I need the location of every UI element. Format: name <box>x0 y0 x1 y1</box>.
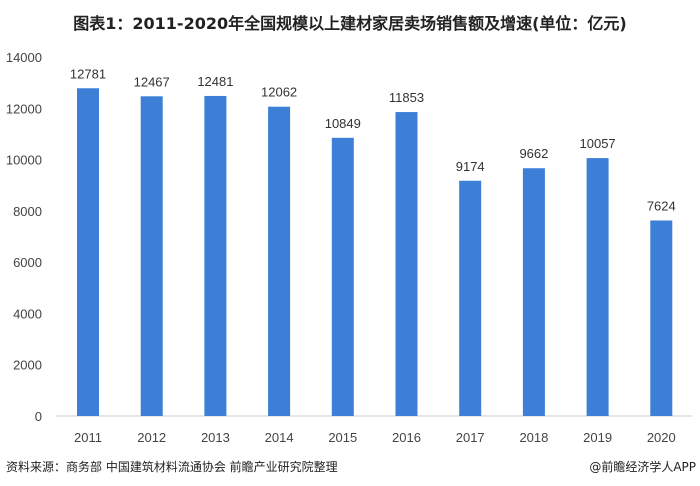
bar-2011 <box>77 88 99 417</box>
y-tick-label: 12000 <box>6 101 42 116</box>
x-tick-label: 2012 <box>137 430 166 445</box>
source-note: 资料来源：商务部 中国建筑材料流通协会 前瞻产业研究院整理 <box>6 460 338 474</box>
x-tick-label: 2018 <box>519 430 548 445</box>
y-tick-label: 4000 <box>13 306 42 321</box>
bar-2015 <box>331 137 354 416</box>
data-label: 12781 <box>70 66 106 81</box>
data-label: 9174 <box>456 159 485 174</box>
bar-2018 <box>522 168 545 416</box>
data-label: 10849 <box>325 116 361 131</box>
y-tick-label: 0 <box>35 409 42 424</box>
y-tick-label: 10000 <box>6 153 42 168</box>
y-tick-label: 14000 <box>6 50 42 65</box>
bar-2012 <box>140 96 163 417</box>
credit-note: @前瞻经济学人APP <box>589 460 696 474</box>
bar-2016 <box>395 112 418 417</box>
x-tick-label: 2020 <box>647 430 676 445</box>
bar-2014 <box>268 106 291 416</box>
x-tick-label: 2017 <box>456 430 485 445</box>
x-tick-label: 2016 <box>392 430 421 445</box>
x-tick-label: 2014 <box>265 430 294 445</box>
bar-2017 <box>459 180 482 416</box>
data-label: 12481 <box>197 74 233 89</box>
data-label: 11853 <box>389 90 424 105</box>
x-tick-label: 2015 <box>328 430 357 445</box>
chart-title: 图表1：2011-2020年全国规模以上建材家居卖场销售额及增速(单位：亿元) <box>73 14 627 33</box>
bar-2013 <box>204 95 227 416</box>
data-label: 7624 <box>647 198 676 213</box>
data-label: 9662 <box>519 146 548 161</box>
y-tick-label: 8000 <box>13 204 42 219</box>
y-tick-label: 2000 <box>13 358 42 373</box>
data-label: 12467 <box>134 74 170 89</box>
bar-2019 <box>586 158 609 416</box>
data-label: 10057 <box>580 136 616 151</box>
x-tick-label: 2011 <box>74 430 102 445</box>
y-tick-label: 6000 <box>13 255 42 270</box>
data-label: 12062 <box>261 85 297 100</box>
x-tick-label: 2013 <box>201 430 230 445</box>
x-tick-label: 2019 <box>583 430 612 445</box>
bar-2020 <box>650 220 673 416</box>
